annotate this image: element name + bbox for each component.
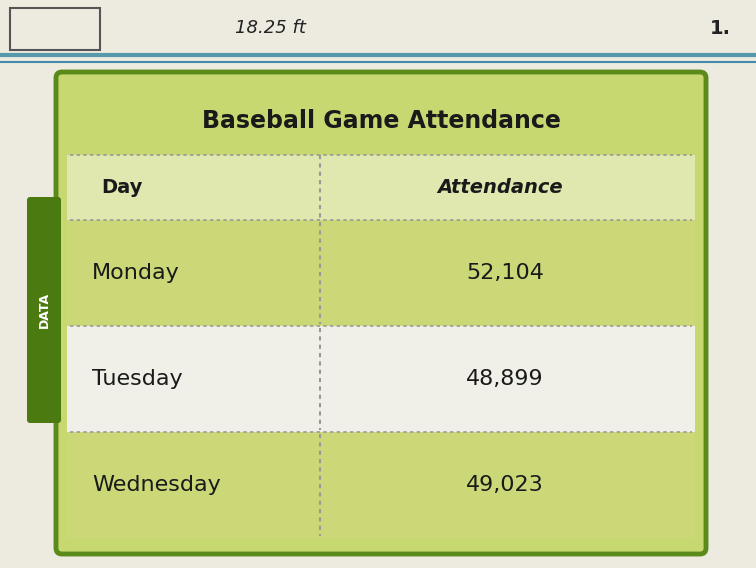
- Text: Attendance: Attendance: [437, 178, 562, 197]
- Text: 52,104: 52,104: [466, 263, 544, 283]
- FancyBboxPatch shape: [67, 220, 695, 326]
- FancyBboxPatch shape: [10, 8, 100, 50]
- Text: DATA: DATA: [38, 292, 51, 328]
- Text: 1.: 1.: [709, 19, 730, 37]
- FancyBboxPatch shape: [67, 326, 695, 432]
- Text: Monday: Monday: [92, 263, 180, 283]
- Text: Day: Day: [101, 178, 143, 197]
- Text: Tuesday: Tuesday: [92, 369, 183, 389]
- Text: 18.25 ft: 18.25 ft: [234, 19, 305, 37]
- FancyBboxPatch shape: [67, 432, 695, 538]
- Text: Baseball Game Attendance: Baseball Game Attendance: [202, 110, 560, 133]
- Text: 49,023: 49,023: [466, 475, 544, 495]
- Text: 48,899: 48,899: [466, 369, 544, 389]
- FancyBboxPatch shape: [56, 72, 706, 554]
- FancyBboxPatch shape: [67, 155, 695, 220]
- Text: Wednesday: Wednesday: [92, 475, 221, 495]
- FancyBboxPatch shape: [27, 197, 61, 423]
